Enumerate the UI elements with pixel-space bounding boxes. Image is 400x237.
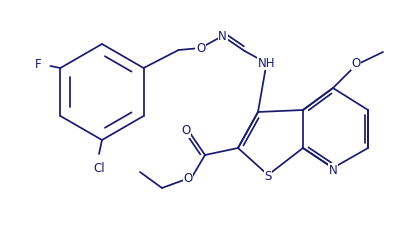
Text: O: O	[196, 41, 205, 55]
Text: Cl: Cl	[93, 161, 105, 174]
Text: S: S	[264, 170, 272, 183]
Text: O: O	[181, 124, 191, 137]
Text: NH: NH	[258, 56, 275, 69]
Text: N: N	[329, 164, 337, 177]
Text: N: N	[218, 29, 227, 42]
Text: O: O	[183, 173, 193, 186]
Text: F: F	[35, 59, 42, 72]
Text: O: O	[351, 56, 361, 69]
